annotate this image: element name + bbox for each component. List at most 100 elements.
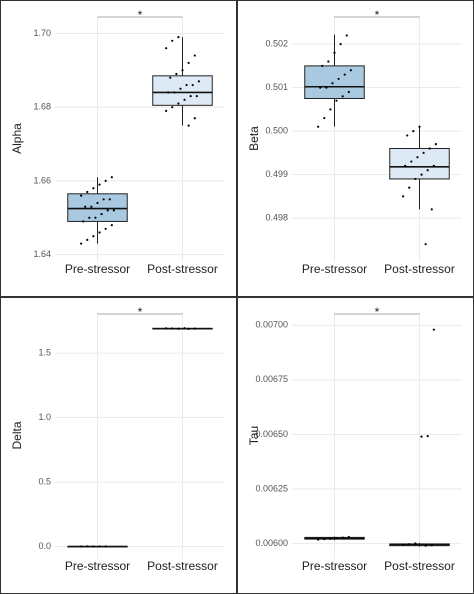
data-point [428,147,431,150]
data-point [424,243,427,246]
x-tick-label: Post-stressor [384,559,455,573]
data-point [331,82,334,85]
y-tick-label: 0.502 [265,39,288,49]
data-point [185,83,188,87]
panel-border [237,297,474,594]
data-point [347,535,350,539]
data-point [402,195,405,198]
data-point [90,205,93,208]
data-point [335,99,338,102]
data-point [408,543,411,546]
data-point [339,43,342,46]
x-tick-label: Pre-stressor [302,262,367,276]
data-point [104,179,107,182]
data-point [187,124,190,127]
data-point [80,242,83,245]
data-point [325,86,328,89]
data-point [98,231,101,234]
y-tick-label: 1.66 [33,175,51,185]
data-point [173,91,176,94]
data-point [108,198,111,201]
x-tick-label: Pre-stressor [302,559,367,573]
data-point [165,327,168,330]
data-point [177,327,180,330]
panel-border [0,297,237,594]
data-point [327,60,330,63]
data-point [100,212,103,216]
y-tick-label: 1.5 [38,348,51,358]
data-point [187,61,190,65]
data-point [92,545,95,548]
data-point [430,544,433,547]
data-point [86,238,89,241]
data-point [86,190,89,194]
data-point [420,435,423,438]
box [389,148,450,180]
data-point [329,108,332,111]
y-tick-label: 0.498 [265,212,288,222]
data-point [110,176,113,179]
data-point [343,73,346,76]
data-point [187,327,190,330]
data-point [430,208,433,211]
data-point [96,201,99,205]
data-point [84,205,87,208]
data-point [412,130,415,133]
y-axis-title: Tau [247,426,261,445]
data-point [432,328,435,331]
y-axis-title: Delta [10,421,24,449]
data-point [94,216,97,219]
y-tick-label: 0.0 [38,541,51,551]
x-tick-label: Pre-stressor [65,559,130,573]
y-tick-label: 0.00600 [255,538,288,548]
data-point [171,106,174,109]
data-point [323,538,326,541]
y-tick-label: 1.64 [33,249,51,259]
data-point [402,543,405,546]
data-point [165,47,168,50]
data-point [347,90,350,94]
data-point [165,109,168,112]
data-point [323,116,326,120]
data-point [177,102,180,105]
box [152,75,213,106]
data-point [80,194,83,197]
annotation: * [375,8,380,22]
data-point [420,173,423,176]
y-tick-label: 1.70 [33,28,51,38]
data-point [98,183,101,186]
data-point [98,545,101,548]
data-point [408,186,411,189]
data-point [424,544,427,547]
data-point [333,51,336,54]
data-point [329,537,332,540]
data-point [169,76,172,79]
data-point [349,69,352,72]
data-point [337,77,340,81]
data-point [175,72,178,76]
annotation: * [138,305,143,319]
data-point [171,327,174,330]
data-point [432,164,435,167]
annotation: * [375,305,380,319]
data-point [183,327,186,330]
box [67,193,128,222]
y-tick-label: 0.5 [38,477,51,487]
data-point [106,209,109,212]
data-point [110,224,113,227]
data-point [80,545,83,548]
data-point [319,86,322,89]
data-point [183,98,186,101]
data-point [191,83,194,87]
x-tick-label: Post-stressor [384,262,455,276]
x-tick-label: Post-stressor [147,559,218,573]
y-axis-title: Beta [247,126,261,151]
data-point [422,151,425,154]
y-tick-label: 0.499 [265,169,288,179]
data-point [416,156,419,159]
data-point [426,169,429,172]
panel-border [0,0,237,297]
data-point [92,235,95,238]
y-tick-label: 0.00650 [255,429,288,439]
